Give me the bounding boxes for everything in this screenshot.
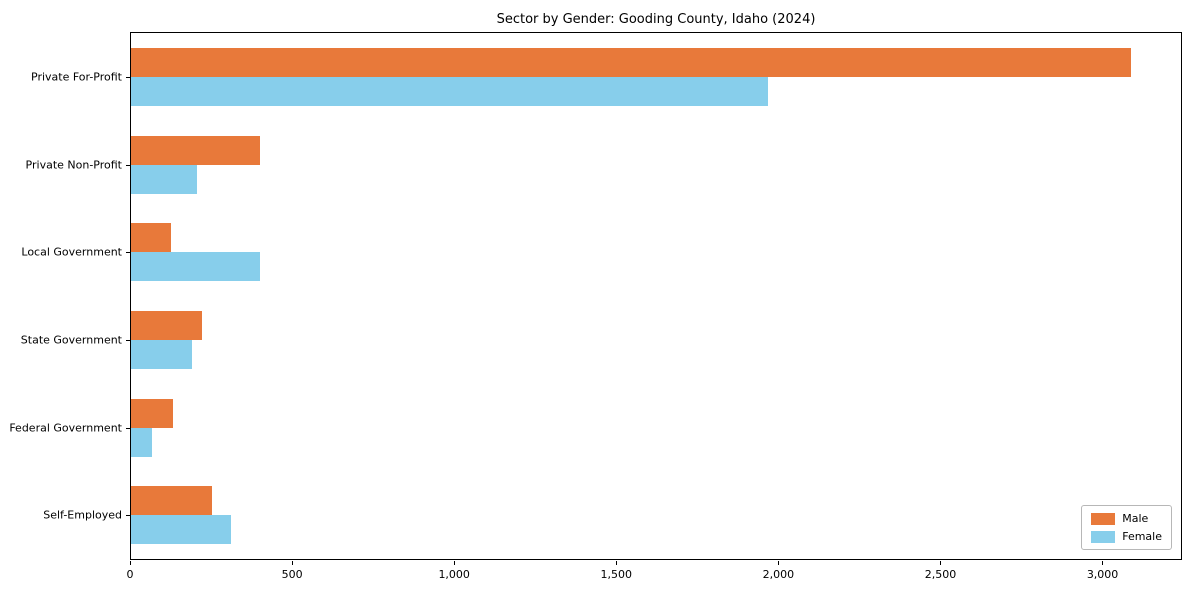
category-row-private-for-profit: Private For-Profit: [31, 33, 1181, 121]
y-tick-mark: [126, 252, 130, 254]
bar-female-self-employed: [131, 515, 232, 545]
bar-male-self-employed: [131, 486, 212, 516]
x-tick-mark: [291, 561, 293, 565]
category-label: Private For-Profit: [31, 70, 122, 84]
plot-area: Private For-Profit Private Non-Profit Loca…: [9, 32, 1182, 560]
bar-group: [131, 135, 1181, 194]
bar-female-state-government: [131, 339, 193, 369]
x-tick-label: 2,500: [924, 568, 957, 581]
bar-male-private-for-profit: [131, 47, 1131, 77]
x-tick-mark: [129, 561, 131, 565]
category-label: Private Non-Profit: [25, 158, 122, 171]
bar-male-federal-government: [131, 398, 174, 428]
x-axis: 0 500 1,000 1,500 2,000 2,500 3,000: [126, 561, 1182, 591]
bar-group: [131, 398, 1181, 457]
x-tick-mark: [777, 561, 779, 565]
x-tick-label: 1,500: [600, 568, 633, 581]
bar-male-local-government: [131, 223, 172, 253]
category-row-federal-government: Federal Government: [9, 384, 1181, 472]
x-tick-label: 500: [281, 568, 303, 581]
legend-entry-male: Male: [1091, 512, 1162, 525]
legend-swatch-female: [1091, 530, 1116, 543]
bar-group: [131, 486, 1181, 545]
bar-female-private-for-profit: [131, 76, 769, 106]
bar-male-state-government: [131, 310, 203, 340]
x-tick-mark: [615, 561, 617, 565]
bar-female-local-government: [131, 252, 261, 282]
category-row-self-employed: Self-Employed: [43, 471, 1181, 559]
bar-rows: Private For-Profit Private Non-Profit Loca…: [9, 33, 1181, 559]
y-tick-mark: [126, 164, 130, 166]
legend-label: Male: [1122, 512, 1149, 525]
y-tick-mark: [126, 427, 130, 429]
y-tick-mark: [126, 515, 130, 517]
y-tick-mark: [126, 76, 130, 78]
legend-entry-female: Female: [1091, 530, 1162, 543]
y-tick-mark: [126, 339, 130, 341]
legend: Male Female: [1081, 505, 1172, 550]
category-row-local-government: Local Government: [21, 208, 1181, 296]
x-tick-mark: [939, 561, 941, 565]
bar-group: [131, 223, 1181, 282]
x-tick-mark: [453, 561, 455, 565]
bar-group: [131, 47, 1181, 106]
bar-female-private-non-profit: [131, 164, 198, 194]
bar-group: [131, 310, 1181, 369]
category-row-private-non-profit: Private Non-Profit: [26, 121, 1181, 209]
x-tick-label: 3,000: [1086, 568, 1119, 581]
chart-title: Sector by Gender: Gooding County, Idaho …: [496, 12, 816, 27]
x-tick-label: 2,000: [762, 568, 795, 581]
x-tick-mark: [1102, 561, 1104, 565]
bar-male-private-non-profit: [131, 135, 261, 165]
legend-label: Female: [1122, 530, 1162, 543]
x-tick-label: 0: [126, 568, 134, 581]
category-label: Local Government: [21, 245, 122, 259]
category-label: State Government: [20, 333, 122, 347]
category-label: Federal Government: [9, 421, 122, 435]
bar-female-federal-government: [131, 427, 153, 457]
category-row-state-government: State Government: [21, 296, 1181, 384]
legend-swatch-male: [1091, 512, 1116, 525]
x-tick-label: 1,000: [438, 568, 470, 581]
category-label: Self-Employed: [43, 508, 122, 522]
